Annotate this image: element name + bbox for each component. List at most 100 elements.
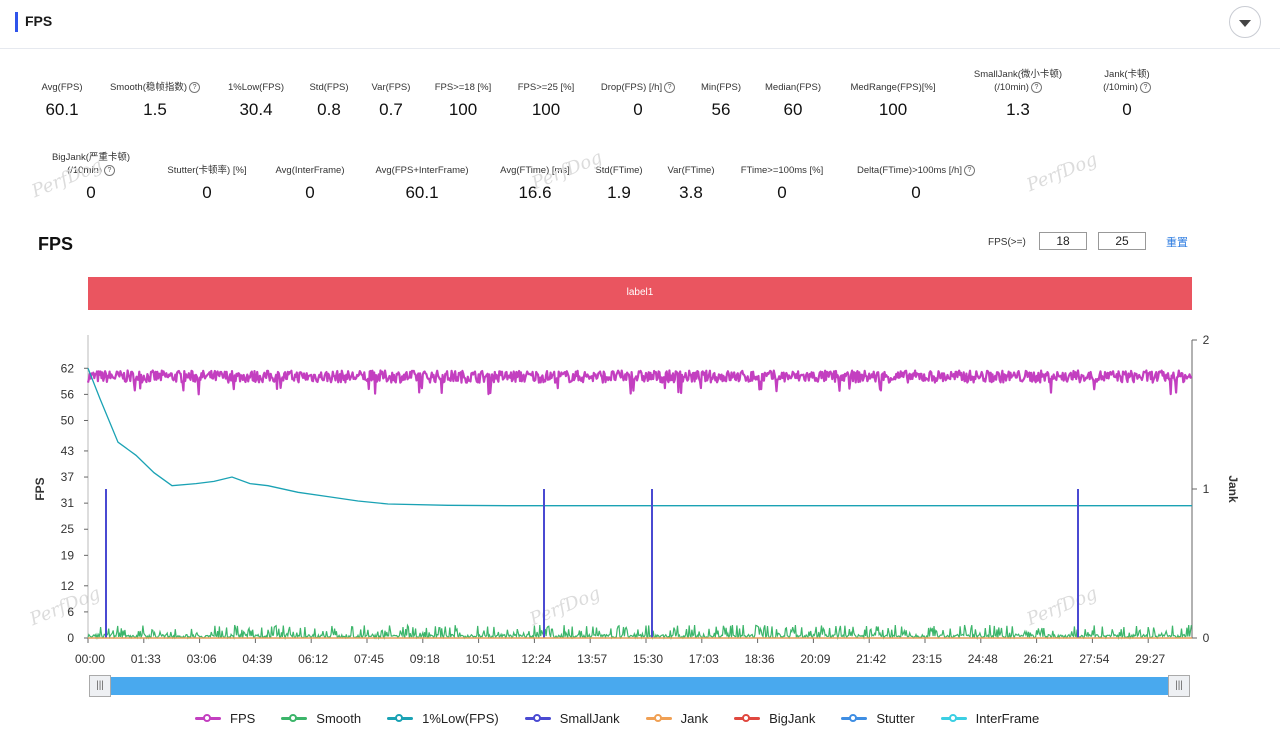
series-smooth-line	[87, 623, 1192, 641]
help-icon[interactable]: ?	[103, 164, 115, 176]
metric-item: Std(FPS) 0.8	[259, 81, 399, 120]
legend-label: 1%Low(FPS)	[422, 710, 499, 726]
chart-legend: FPS Smooth 1%Low(FPS) SmallJank Jank BigJank S…	[195, 709, 1065, 727]
time-range-slider[interactable]	[90, 677, 1190, 695]
x-tick-label: 21:42	[856, 652, 886, 666]
metric-item: Var(FTime) 3.8	[621, 164, 761, 203]
panel-header: FPS	[0, 0, 1280, 49]
metric-value: 16.6	[518, 183, 552, 202]
y-tick-label: 25	[61, 522, 75, 536]
help-icon[interactable]: ?	[963, 164, 975, 176]
y-tick-label: 19	[61, 548, 75, 562]
legend-swatch-icon	[841, 713, 868, 723]
metric-label: Jank(卡顿) (/10min)?	[1103, 69, 1151, 93]
legend-item[interactable]: Smooth	[281, 711, 361, 726]
metric-item: FPS>=25 [%] 100	[476, 81, 616, 120]
x-tick-label: 29:27	[1135, 652, 1165, 666]
chevron-down-icon	[1239, 19, 1251, 27]
x-tick-label: 10:51	[466, 652, 496, 666]
legend-item[interactable]: BigJank	[734, 711, 815, 726]
help-icon[interactable]: ?	[189, 81, 201, 93]
metric-value: 100	[448, 100, 478, 119]
metric-label: Min(FPS)	[700, 82, 742, 93]
label-bar[interactable]: label1	[88, 277, 1192, 310]
metric-value: 0	[1122, 100, 1132, 119]
legend-label: FPS	[230, 710, 256, 726]
legend-label: InterFrame	[975, 710, 1040, 726]
legend-item[interactable]: 1%Low(FPS)	[387, 711, 499, 726]
panel-accent-bar	[15, 12, 18, 32]
metric-value: 60.1	[405, 183, 439, 202]
legend-swatch-icon	[281, 713, 308, 723]
x-tick-label: 26:21	[1024, 652, 1054, 666]
y2-tick-label: 2	[1203, 333, 1210, 347]
legend-swatch-icon	[734, 713, 761, 723]
legend-swatch-icon	[524, 713, 551, 723]
metric-value: 0.8	[317, 100, 341, 119]
x-tick-label: 03:06	[187, 652, 217, 666]
metric-value: 0	[911, 183, 921, 202]
slider-handle-left[interactable]: |||	[89, 675, 111, 697]
legend-item[interactable]: InterFrame	[940, 710, 1040, 726]
metric-label: Std(FPS)	[309, 82, 349, 93]
metric-item: Delta(FTime)>100ms [/h]? 0	[846, 164, 986, 203]
y-tick-label: 43	[61, 444, 75, 458]
y-tick-label: 0	[67, 631, 74, 645]
help-icon[interactable]: ?	[1030, 81, 1042, 93]
y2-tick-label: 1	[1203, 482, 1210, 496]
metric-item: Std(FTime) 1.9	[549, 164, 689, 203]
metric-value: 100	[531, 100, 561, 119]
legend-item[interactable]: SmallJank	[524, 711, 620, 726]
metric-item: Avg(FPS+InterFrame) 60.1	[352, 164, 492, 203]
legend-label: Jank	[680, 710, 709, 726]
metric-label: Var(FTime)	[667, 165, 715, 176]
fps-threshold-input-1[interactable]: 18	[1039, 232, 1087, 250]
legend-label: Smooth	[316, 710, 362, 726]
metric-label: Std(FTime)	[595, 165, 643, 176]
metric-label: BigJank(严重卡顿) (/10min)?	[51, 152, 131, 176]
metric-item: MedRange(FPS)[%] 100	[823, 81, 963, 120]
help-icon[interactable]: ?	[1139, 81, 1151, 93]
metric-item: 1%Low(FPS) 30.4	[186, 81, 326, 120]
legend-item[interactable]: Stutter	[841, 710, 915, 726]
metric-value: 60	[783, 100, 803, 119]
collapse-button[interactable]	[1229, 6, 1261, 38]
metric-item: FTime>=100ms [%] 0	[712, 164, 852, 203]
metric-item: Min(FPS) 56	[651, 81, 791, 120]
metric-label: Median(FPS)	[765, 82, 821, 93]
y2-tick-label: 0	[1203, 631, 1210, 645]
x-tick-label: 13:57	[577, 652, 607, 666]
metric-value: 0	[633, 100, 643, 119]
metric-value: 0	[305, 183, 315, 202]
metric-value: 0	[777, 183, 787, 202]
x-tick-label: 09:18	[410, 652, 440, 666]
metric-item: Median(FPS) 60	[723, 81, 863, 120]
x-tick-label: 00:00	[75, 652, 105, 666]
legend-item[interactable]: FPS	[195, 711, 255, 726]
slider-handle-right[interactable]: |||	[1168, 675, 1190, 697]
metric-item: FPS>=18 [%] 100	[393, 81, 533, 120]
metric-label: Avg(FTime) [ms]	[500, 165, 570, 176]
y-tick-label: 50	[61, 413, 75, 427]
y-tick-label: 6	[67, 605, 74, 619]
legend-item[interactable]: Jank	[645, 710, 709, 726]
y-tick-label: 62	[61, 361, 75, 375]
legend-swatch-icon	[195, 713, 221, 723]
metric-label: Stutter(卡顿率) [%]	[167, 165, 247, 176]
y-tick-label: 31	[61, 496, 75, 510]
metric-value: 3.8	[679, 183, 703, 202]
legend-label: Stutter	[876, 710, 915, 726]
x-tick-label: 01:33	[131, 652, 161, 666]
metric-value: 1.9	[607, 183, 631, 202]
x-tick-label: 15:30	[633, 652, 663, 666]
metric-label: Avg(FPS)	[41, 82, 83, 93]
help-icon[interactable]: ?	[664, 81, 676, 93]
x-tick-label: 27:54	[1079, 652, 1109, 666]
legend-swatch-icon	[645, 713, 672, 723]
metric-value: 60.1	[45, 100, 79, 119]
x-tick-label: 04:39	[242, 652, 272, 666]
reset-link[interactable]: 重置	[1166, 237, 1188, 249]
fps-threshold-input-2[interactable]: 25	[1098, 232, 1146, 250]
x-tick-label: 24:48	[968, 652, 998, 666]
y-axis-title: FPS	[33, 477, 47, 500]
